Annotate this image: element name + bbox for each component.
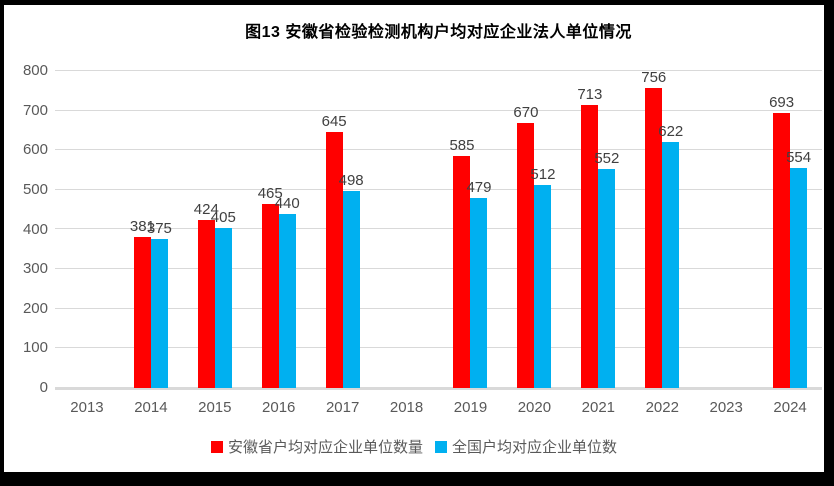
bar-value-label: 552 <box>594 150 620 168</box>
bar-anhui-2019: 585 <box>449 137 475 388</box>
bar-group-2014: 381 375 <box>119 71 183 388</box>
x-tick-label: 2021 <box>581 399 616 416</box>
x-axis: 2013 2014 2015 2016 2017 2018 2019 2020 2021 2022… <box>55 399 822 416</box>
bar-national-2020: 512 <box>530 166 555 388</box>
x-tick-label: 2018 <box>389 399 424 416</box>
x-tick-label: 2014 <box>134 399 168 416</box>
bar-group-2020: 670 512 <box>502 71 566 388</box>
bar-value-label: 756 <box>641 69 667 87</box>
bar-value-label: 479 <box>466 179 492 197</box>
y-tick-label: 800 <box>22 62 48 79</box>
legend-swatch-anhui-icon <box>210 440 223 453</box>
x-axis-line <box>55 387 822 390</box>
bar-national-2015: 405 <box>211 209 236 388</box>
bar-group-2022: 756 622 <box>630 69 694 388</box>
y-tick-label: 0 <box>39 379 48 396</box>
x-tick-label: 2017 <box>325 399 360 416</box>
bar-value-label: 693 <box>769 94 795 112</box>
chart-title: 图13 安徽省检验检测机构户均对应企业法人单位情况 <box>245 24 632 41</box>
gridline <box>55 308 822 309</box>
bar-national-2014: 375 <box>147 220 172 388</box>
gridline <box>55 347 822 348</box>
bar-group-2015: 424 405 <box>183 71 247 388</box>
bar-group-2016: 465 440 <box>247 71 311 388</box>
x-tick-label: 2022 <box>645 399 679 416</box>
bar-value-label: 713 <box>577 86 603 104</box>
bar-value-label: 622 <box>658 122 684 140</box>
gridline <box>55 228 822 229</box>
legend-swatch-national-icon <box>435 440 447 453</box>
bar-value-label: 498 <box>338 171 364 189</box>
bar-value-label: 512 <box>530 166 556 184</box>
legend-label-national: 全国户均对应企业单位数 <box>452 439 618 456</box>
bar-national-2022: 622 <box>658 123 683 388</box>
bar-anhui-2022: 756 <box>641 69 666 388</box>
bar-national-2024: 554 <box>786 149 811 388</box>
y-tick-label: 200 <box>22 299 48 317</box>
bar-anhui-2021: 713 <box>577 86 602 388</box>
gridline <box>55 268 822 269</box>
bar-group-2018 <box>375 71 439 388</box>
bar-value-label: 424 <box>193 201 219 218</box>
x-tick-label: 2013 <box>70 399 104 416</box>
legend-item-national: 全国户均对应企业单位数 <box>435 436 617 457</box>
x-tick-label: 2016 <box>262 399 296 416</box>
y-tick-label: 400 <box>22 220 48 238</box>
y-tick-label: 100 <box>22 339 48 357</box>
chart-background: 图13 安徽省检验检测机构户均对应企业法人单位情况 0 100 200 300 400 5… <box>4 5 824 472</box>
bar-value-label: 465 <box>257 184 283 202</box>
y-tick-label: 500 <box>22 180 48 198</box>
legend: 安徽省户均对应企业单位数量 全国户均对应企业单位数 <box>4 436 824 457</box>
bar-groups: 381 375 424 405 465 440 645 498 585 479 670 512 713 5… <box>55 69 822 388</box>
bar-value-label: 554 <box>786 149 812 167</box>
gridline <box>55 70 822 71</box>
bar-anhui-2015: 424 <box>194 201 219 388</box>
y-tick-label: 700 <box>22 101 48 119</box>
bar-value-label: 381 <box>129 218 155 236</box>
x-tick-label: 2024 <box>773 399 807 416</box>
bar-value-label: 405 <box>210 208 236 226</box>
x-tick-label: 2019 <box>453 399 488 416</box>
bar-value-label: 440 <box>274 194 300 212</box>
bar-group-2023 <box>694 71 758 388</box>
bar-group-2017: 645 498 <box>311 71 375 388</box>
bar-anhui-2024: 693 <box>769 94 794 388</box>
bar-group-2021: 713 552 <box>566 71 630 388</box>
bar-anhui-2016: 465 <box>258 185 283 388</box>
bar-value-label: 585 <box>449 137 475 155</box>
legend-item-anhui: 安徽省户均对应企业单位数量 <box>210 436 423 457</box>
x-tick-label: 2015 <box>198 399 232 416</box>
bar-value-label: 670 <box>513 103 539 121</box>
bar-anhui-2014: 381 <box>130 218 155 388</box>
bar-value-label: 375 <box>146 220 172 238</box>
bar-anhui-2017: 645 <box>322 113 347 388</box>
bar-anhui-2020: 670 <box>513 104 538 388</box>
y-tick-label: 300 <box>22 260 48 278</box>
x-tick-label: 2020 <box>517 399 552 416</box>
x-tick-label: 2023 <box>709 399 743 416</box>
y-tick-label: 600 <box>22 141 48 159</box>
gridline <box>55 189 822 190</box>
bar-group-2013 <box>55 71 119 388</box>
bar-national-2016: 440 <box>275 195 300 388</box>
legend-label-anhui: 安徽省户均对应企业单位数量 <box>227 439 423 456</box>
plot-area: 381 375 424 405 465 440 645 498 585 479 670 512 713 5… <box>55 69 822 390</box>
bar-national-2019: 479 <box>466 179 492 388</box>
gridline <box>55 149 822 150</box>
bar-national-2017: 498 <box>339 172 364 388</box>
bar-value-label: 645 <box>321 113 347 131</box>
bar-national-2021: 552 <box>594 150 619 388</box>
gridline <box>55 110 822 111</box>
bar-group-2024: 693 554 <box>758 71 822 388</box>
bar-group-2019: 585 479 <box>439 71 503 388</box>
